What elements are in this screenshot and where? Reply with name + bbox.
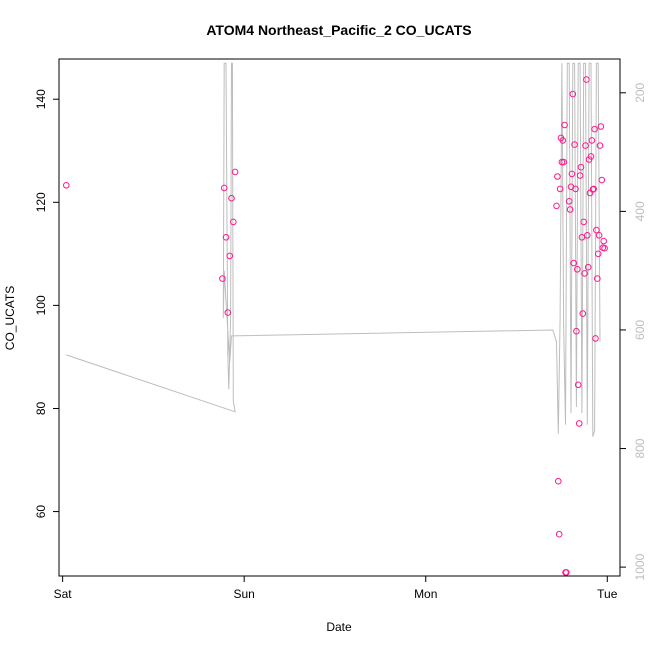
x-tick-label: Mon — [414, 587, 437, 601]
data-point — [219, 275, 226, 282]
data-point — [555, 477, 562, 485]
data-point — [574, 266, 581, 273]
data-point — [575, 420, 583, 427]
data-point — [561, 121, 568, 129]
data-point — [576, 172, 584, 179]
data-point — [588, 137, 596, 144]
y-axis-label: CO_UCATS — [3, 286, 17, 350]
data-point — [559, 137, 567, 144]
y-tick-label: 60 — [34, 505, 48, 519]
data-point — [226, 252, 233, 260]
chart-title: ATOM4 Northeast_Pacific_2 CO_UCATS — [206, 22, 471, 38]
data-point — [593, 226, 600, 234]
y2-tick-label: 200 — [633, 82, 647, 102]
data-point — [596, 142, 604, 149]
data-point — [582, 142, 589, 149]
data-point — [63, 182, 70, 189]
data-point — [231, 168, 239, 176]
data-point — [570, 259, 578, 267]
x-axis-label: Date — [326, 620, 352, 634]
data-point — [553, 202, 560, 210]
data-point — [600, 237, 608, 245]
data-point — [555, 530, 563, 538]
data-point — [590, 185, 598, 193]
axes: Sat Sun Mon Tue 60 80 100 120 140 200 400 600 800 100… — [34, 82, 647, 601]
right-axis-line-series — [66, 62, 601, 437]
data-point — [591, 125, 598, 133]
series-line — [66, 62, 601, 437]
data-point — [598, 176, 606, 184]
data-point — [220, 184, 228, 192]
plot-frame — [58, 58, 621, 577]
data-point — [594, 250, 602, 258]
data-point — [583, 76, 590, 83]
x-tick-label: Sun — [234, 587, 255, 601]
data-point — [592, 335, 599, 342]
data-point — [587, 153, 595, 160]
y-tick-label: 120 — [34, 192, 48, 212]
data-point — [230, 218, 237, 226]
y-tick-label: 100 — [34, 295, 48, 315]
data-point — [569, 90, 577, 98]
y2-tick-label: 600 — [633, 320, 647, 340]
data-point — [597, 123, 605, 130]
data-point — [224, 309, 232, 316]
data-point — [563, 569, 570, 576]
x-tick-label: Tue — [597, 587, 618, 601]
data-point — [566, 206, 574, 213]
y2-tick-label: 1000 — [633, 553, 647, 580]
data-point — [554, 173, 561, 180]
data-point — [568, 170, 576, 178]
y2-tick-label: 800 — [633, 438, 647, 458]
data-point — [595, 232, 603, 239]
data-point — [601, 244, 608, 252]
data-point — [579, 310, 587, 317]
data-point — [581, 270, 588, 277]
data-point — [228, 194, 235, 202]
data-point — [556, 185, 564, 193]
y-tick-label: 140 — [34, 89, 48, 109]
data-point — [572, 185, 579, 193]
data-point — [594, 275, 601, 282]
data-point — [558, 158, 566, 166]
data-point — [560, 158, 568, 166]
data-point — [584, 263, 592, 271]
data-point — [580, 218, 588, 226]
data-point — [573, 327, 580, 335]
y-tick-label: 80 — [34, 401, 48, 415]
x-tick-label: Sat — [54, 587, 73, 601]
co-ucats-points — [63, 76, 608, 576]
data-point — [571, 141, 578, 148]
data-point — [578, 234, 586, 241]
data-point — [584, 232, 591, 239]
data-point — [574, 381, 582, 389]
data-point — [577, 163, 585, 171]
data-point — [222, 234, 230, 241]
y2-tick-label: 400 — [633, 201, 647, 221]
data-point — [565, 198, 573, 205]
